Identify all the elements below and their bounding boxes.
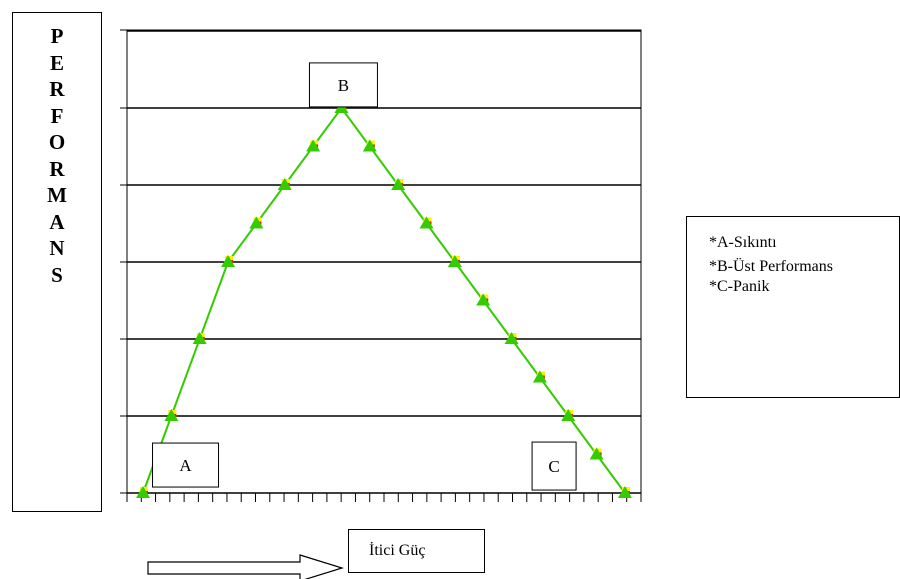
annotation-c-label: C bbox=[548, 457, 559, 476]
point-marker bbox=[249, 216, 264, 229]
point-marker-accent-red bbox=[627, 491, 630, 494]
x-axis-label: İtici Güç bbox=[369, 542, 426, 559]
point-marker-accent-red bbox=[146, 491, 148, 494]
point-marker bbox=[561, 409, 576, 421]
point-marker-accent-red bbox=[401, 183, 404, 186]
y-axis-letter: E bbox=[49, 50, 64, 75]
y-axis-letter: R bbox=[49, 77, 65, 101]
legend-item-a: *A-Sıkıntı bbox=[709, 234, 777, 251]
point-marker-accent-red bbox=[514, 337, 517, 340]
point-marker bbox=[419, 216, 434, 229]
point-marker bbox=[306, 139, 321, 152]
legend-item-b: *B-Üst Performans bbox=[709, 258, 833, 275]
point-marker-accent-red bbox=[287, 183, 290, 186]
y-axis-letter: P bbox=[50, 24, 64, 48]
y-axis-letter: N bbox=[49, 236, 65, 260]
point-marker-accent-red bbox=[429, 221, 432, 225]
annotation-a-label: A bbox=[179, 456, 192, 475]
point-marker bbox=[391, 178, 406, 190]
point-marker bbox=[192, 332, 207, 344]
point-marker-accent-red bbox=[259, 221, 262, 225]
annotation-b-box bbox=[308, 62, 378, 108]
point-marker bbox=[617, 486, 632, 498]
y-axis-letter: O bbox=[48, 130, 66, 154]
y-axis-letter: F bbox=[50, 103, 64, 128]
point-marker-accent-red bbox=[174, 414, 177, 417]
arrow-right-icon bbox=[147, 554, 345, 579]
point-marker-accent-red bbox=[599, 452, 602, 456]
point-marker bbox=[476, 293, 491, 306]
point-marker bbox=[277, 178, 292, 190]
legend-box: *A-Sıkıntı *B-Üst Performans *C-Panik bbox=[686, 216, 900, 398]
y-axis-letter: S bbox=[51, 262, 63, 287]
point-marker bbox=[221, 255, 236, 267]
point-marker-accent-red bbox=[202, 337, 205, 340]
point-marker bbox=[447, 255, 462, 267]
point-marker bbox=[362, 139, 377, 152]
point-marker bbox=[136, 486, 150, 498]
annotation-a-box bbox=[152, 442, 220, 488]
point-marker-accent-red bbox=[231, 260, 234, 263]
point-marker bbox=[589, 447, 604, 460]
point-marker-accent-red bbox=[344, 106, 347, 109]
point-marker-accent-red bbox=[457, 260, 460, 263]
point-marker bbox=[532, 370, 547, 383]
point-marker bbox=[504, 332, 519, 344]
y-axis-letter: R bbox=[49, 156, 65, 181]
x-axis-label-box: İtici Güç bbox=[348, 529, 485, 573]
point-marker-accent-red bbox=[571, 414, 574, 417]
annotation-c-box bbox=[531, 441, 577, 491]
point-marker-accent-red bbox=[372, 144, 375, 148]
point-marker-accent-red bbox=[486, 298, 489, 302]
y-axis-letter: A bbox=[49, 209, 65, 234]
annotation-b-label: B bbox=[338, 76, 349, 95]
point-marker bbox=[164, 409, 179, 421]
series-line bbox=[142, 106, 626, 494]
point-marker-accent-red bbox=[316, 144, 319, 148]
legend-item-c: *C-Panik bbox=[709, 278, 770, 295]
y-axis-letter: M bbox=[47, 183, 67, 207]
point-marker-accent-red bbox=[542, 375, 545, 379]
